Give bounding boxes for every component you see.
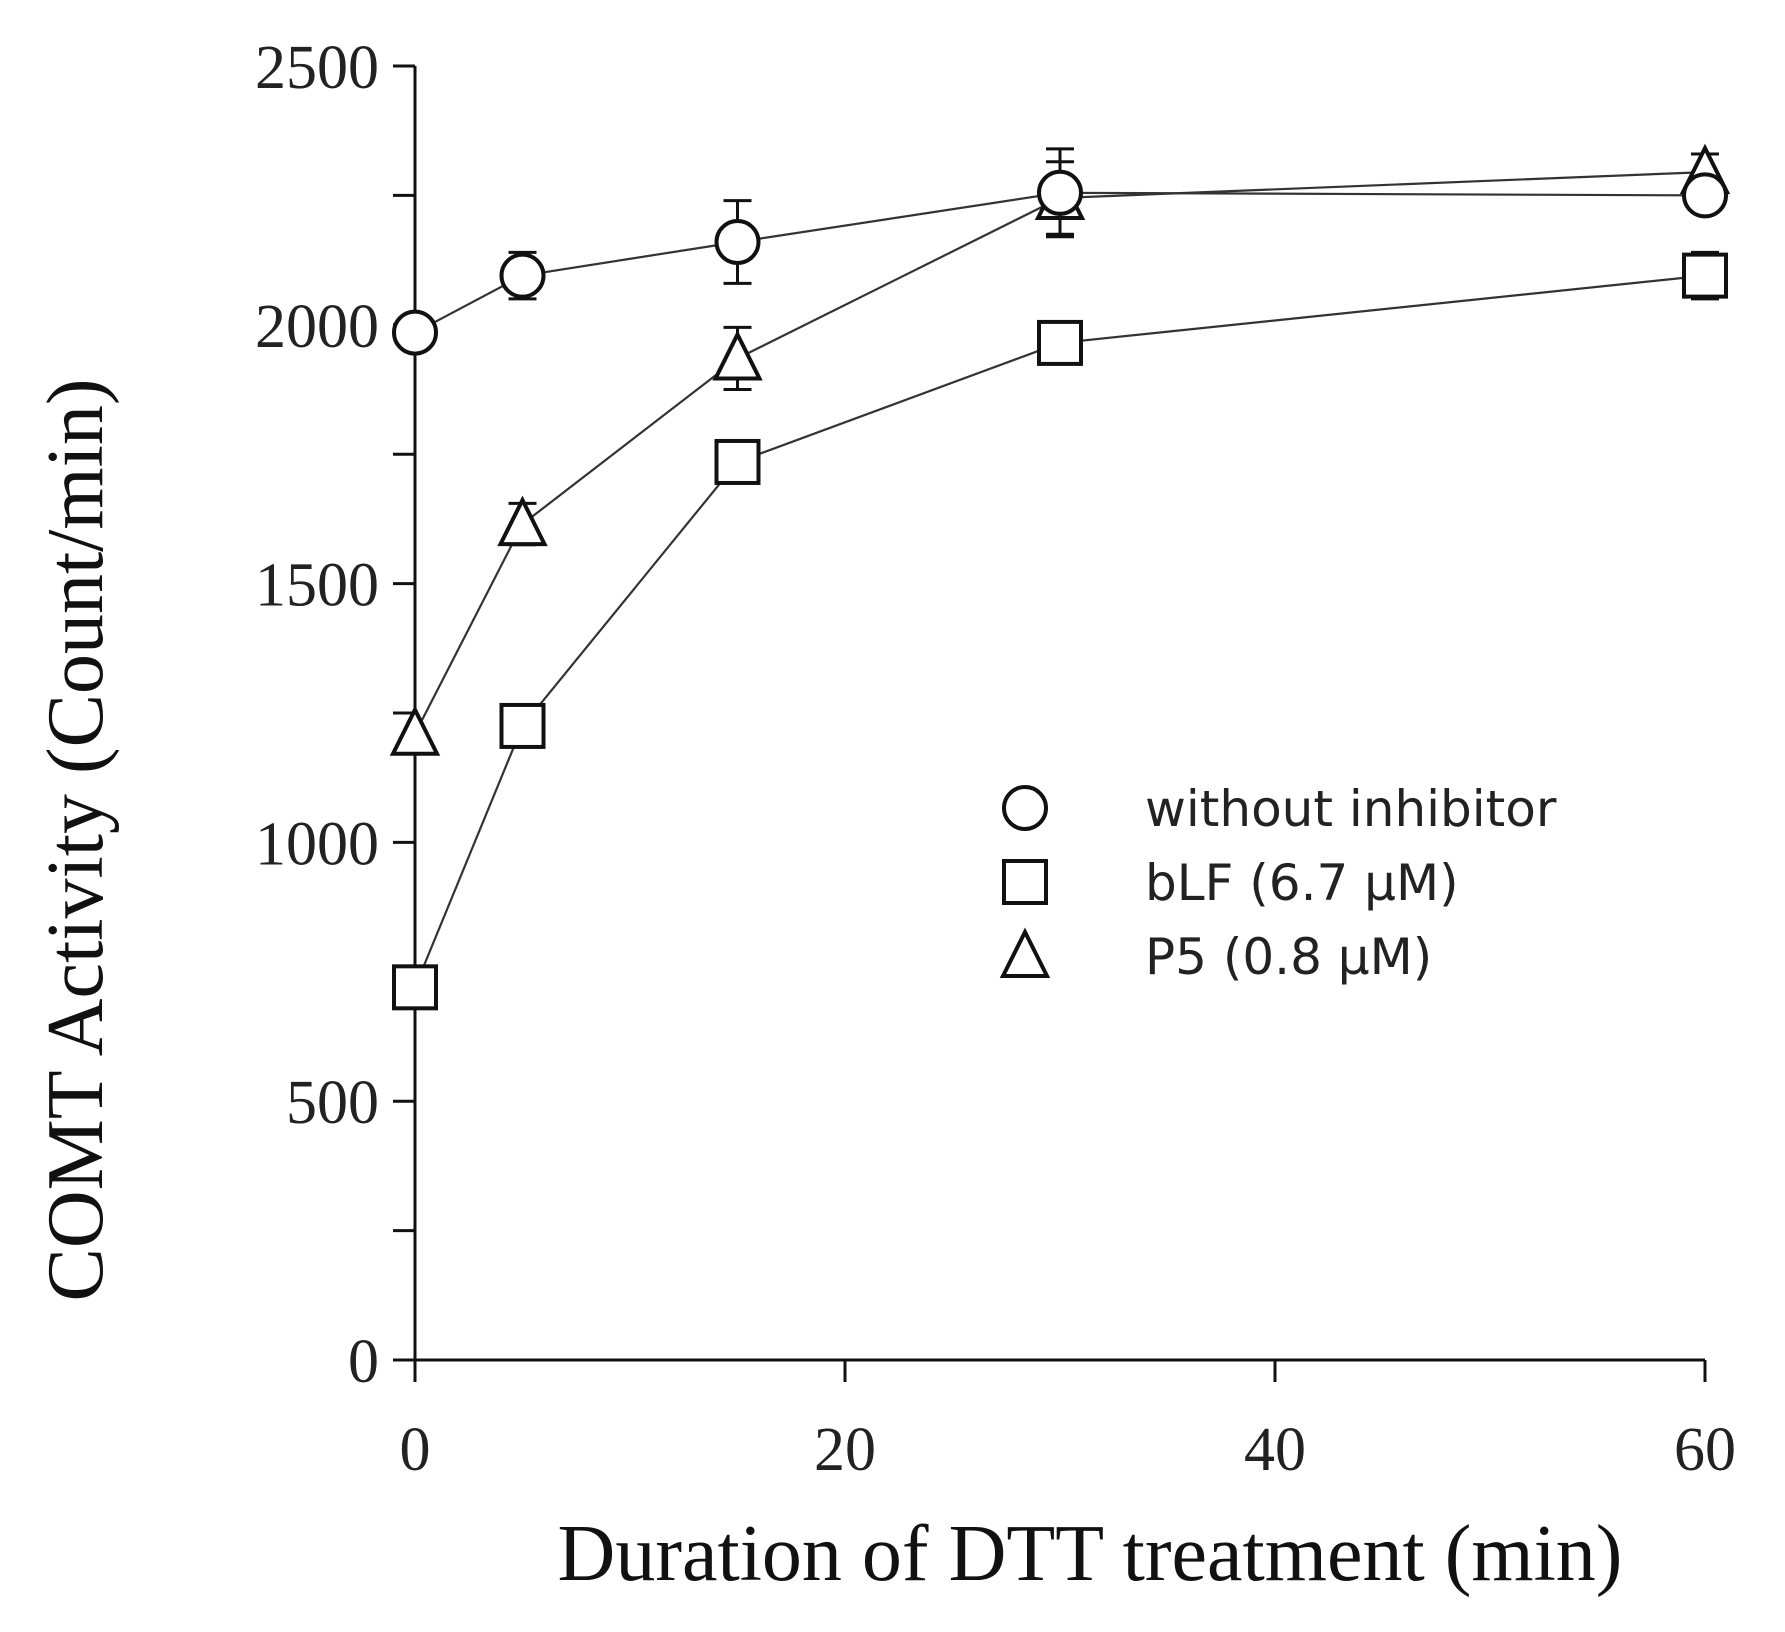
legend-marker-circle-icon bbox=[1002, 785, 1048, 831]
data-point bbox=[1682, 172, 1728, 219]
legend-marker-square-icon bbox=[1002, 859, 1048, 905]
data-point bbox=[1037, 319, 1083, 366]
y-tick-label: 500 bbox=[286, 1069, 379, 1137]
data-point bbox=[389, 705, 441, 756]
legend-label: P5 (0.8 μM) bbox=[1145, 928, 1432, 986]
legend-item: bLF (6.7 μM) bbox=[1002, 854, 1459, 912]
data-point bbox=[1037, 169, 1083, 216]
y-tick-label: 1000 bbox=[255, 810, 379, 878]
data-point bbox=[712, 329, 763, 381]
x-tick-label: 60 bbox=[1674, 1416, 1736, 1484]
y-tick-label: 1500 bbox=[255, 552, 379, 620]
series-line bbox=[414, 171, 1706, 735]
data-point bbox=[392, 964, 438, 1011]
series-layer bbox=[389, 143, 1731, 1011]
legend-marker-triangle-icon bbox=[999, 927, 1051, 978]
y-axis-title: COMT Activity (Count/min) bbox=[32, 378, 120, 1301]
legend-label: without inhibitor bbox=[1145, 780, 1557, 838]
data-point bbox=[714, 218, 761, 265]
y-tick-label: 0 bbox=[348, 1328, 379, 1396]
x-tick-label: 0 bbox=[400, 1416, 431, 1484]
series-square bbox=[392, 250, 1728, 1011]
axes: 0 500 1000 1500 2000 2500 0 20 40 60 bbox=[255, 34, 1736, 1484]
data-point bbox=[497, 495, 548, 547]
series-circle bbox=[392, 147, 1728, 356]
data-point bbox=[714, 438, 761, 485]
x-axis-title: Duration of DTT treatment (min) bbox=[558, 1510, 1623, 1598]
legend-item: without inhibitor bbox=[1002, 780, 1557, 838]
series-line bbox=[413, 274, 1706, 988]
x-tick-label: 20 bbox=[814, 1416, 876, 1484]
data-point bbox=[1682, 252, 1728, 299]
series-triangle bbox=[389, 143, 1731, 756]
data-point bbox=[392, 309, 438, 356]
legend-item: P5 (0.8 μM) bbox=[999, 927, 1432, 986]
legend: without inhibitor bLF (6.7 μM) P5 (0.8 μM) bbox=[999, 780, 1557, 986]
data-point bbox=[499, 702, 546, 749]
legend-label: bLF (6.7 μM) bbox=[1145, 854, 1459, 912]
data-point bbox=[499, 252, 546, 299]
x-tick-label: 40 bbox=[1244, 1416, 1306, 1484]
y-tick-label: 2500 bbox=[255, 34, 379, 102]
y-tick-label: 2000 bbox=[255, 293, 379, 361]
